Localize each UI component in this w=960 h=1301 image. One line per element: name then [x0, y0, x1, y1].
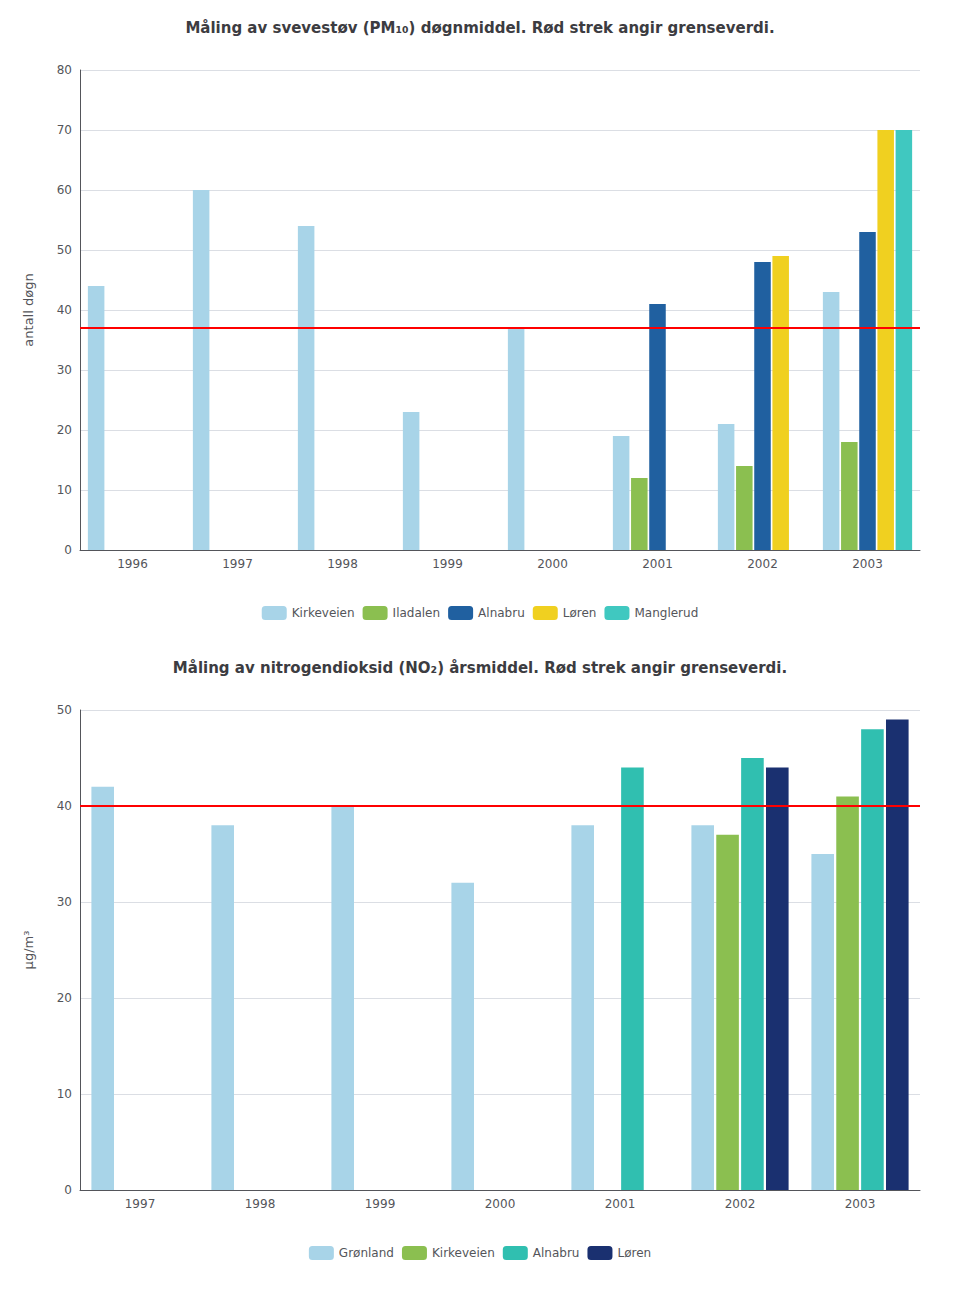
svg-text:30: 30	[57, 895, 72, 909]
svg-text:1998: 1998	[327, 557, 358, 571]
svg-text:2002: 2002	[747, 557, 778, 571]
svg-text:Måling av svevestøv (PM₁₀) døg: Måling av svevestøv (PM₁₀) døgnmiddel. R…	[185, 19, 774, 37]
svg-text:Kirkeveien: Kirkeveien	[432, 1246, 495, 1260]
svg-text:10: 10	[57, 483, 72, 497]
svg-text:2000: 2000	[485, 1197, 516, 1211]
svg-text:2001: 2001	[642, 557, 673, 571]
svg-text:1997: 1997	[125, 1197, 156, 1211]
svg-text:60: 60	[57, 183, 72, 197]
svg-text:0: 0	[64, 543, 72, 557]
svg-text:70: 70	[57, 123, 72, 137]
svg-text:Alnabru: Alnabru	[478, 606, 525, 620]
svg-text:50: 50	[57, 703, 72, 717]
svg-text:1999: 1999	[365, 1197, 396, 1211]
svg-text:Iladalen: Iladalen	[393, 606, 441, 620]
svg-text:1996: 1996	[117, 557, 148, 571]
svg-text:40: 40	[57, 303, 72, 317]
svg-text:Manglerud: Manglerud	[634, 606, 698, 620]
svg-text:10: 10	[57, 1087, 72, 1101]
svg-text:0: 0	[64, 1183, 72, 1197]
svg-text:80: 80	[57, 63, 72, 77]
svg-text:Kirkeveien: Kirkeveien	[292, 606, 355, 620]
svg-text:Alnabru: Alnabru	[533, 1246, 580, 1260]
svg-text:50: 50	[57, 243, 72, 257]
svg-text:2001: 2001	[605, 1197, 636, 1211]
svg-text:1999: 1999	[432, 557, 463, 571]
svg-text:antall døgn: antall døgn	[21, 273, 36, 346]
svg-text:2002: 2002	[725, 1197, 756, 1211]
svg-text:2003: 2003	[845, 1197, 876, 1211]
svg-text:40: 40	[57, 799, 72, 813]
svg-text:2000: 2000	[537, 557, 568, 571]
svg-text:1997: 1997	[222, 557, 253, 571]
svg-text:1998: 1998	[245, 1197, 276, 1211]
svg-text:Løren: Løren	[617, 1246, 651, 1260]
svg-text:20: 20	[57, 423, 72, 437]
svg-text:20: 20	[57, 991, 72, 1005]
svg-text:μg/m³: μg/m³	[21, 931, 36, 970]
svg-text:Løren: Løren	[563, 606, 597, 620]
svg-text:2003: 2003	[852, 557, 883, 571]
svg-text:Grønland: Grønland	[339, 1246, 394, 1260]
svg-text:30: 30	[57, 363, 72, 377]
svg-text:Måling av nitrogendioksid (NO₂: Måling av nitrogendioksid (NO₂) årsmidde…	[173, 659, 787, 677]
